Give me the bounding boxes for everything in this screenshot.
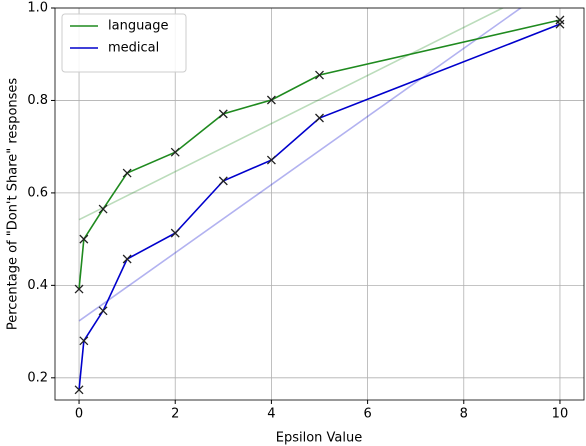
marker <box>98 306 108 316</box>
x-tick-label: 6 <box>363 407 371 422</box>
marker <box>98 204 108 214</box>
y-axis-label: Percentage of "Don't Share" responses <box>6 78 21 331</box>
x-tick-label: 8 <box>460 407 468 422</box>
marker <box>122 168 132 178</box>
trend-line <box>78 8 505 221</box>
marker <box>266 155 276 165</box>
marker <box>74 385 84 395</box>
marker <box>170 147 180 157</box>
trend-line <box>78 8 523 322</box>
x-tick-label: 10 <box>552 407 569 422</box>
legend-label: medical <box>108 41 159 56</box>
marker <box>79 234 89 244</box>
legend: language medical <box>61 13 187 73</box>
marker <box>74 284 84 294</box>
x-tick-label: 2 <box>171 407 179 422</box>
series-line <box>78 23 561 390</box>
marker <box>218 176 228 186</box>
marker <box>266 95 276 105</box>
y-tick-label: 0.2 <box>27 370 48 385</box>
y-tick-label: 0.4 <box>27 278 48 293</box>
y-tick-label: 0.6 <box>27 185 48 200</box>
marker <box>170 228 180 238</box>
x-tick-label: 0 <box>75 407 83 422</box>
marker <box>79 336 89 346</box>
y-tick-label: 1.0 <box>27 1 48 16</box>
marker <box>555 19 565 29</box>
x-tick-label: 4 <box>267 407 275 422</box>
marker <box>122 254 132 264</box>
marker <box>315 70 324 80</box>
y-tick-label: 0.8 <box>27 93 48 108</box>
legend-label: language <box>108 19 169 34</box>
legend-box <box>61 13 187 73</box>
marker <box>218 109 228 119</box>
plot-frame <box>54 7 585 401</box>
marker <box>555 15 565 25</box>
marker <box>315 113 324 123</box>
x-axis-label: Epsilon Value <box>276 431 363 446</box>
